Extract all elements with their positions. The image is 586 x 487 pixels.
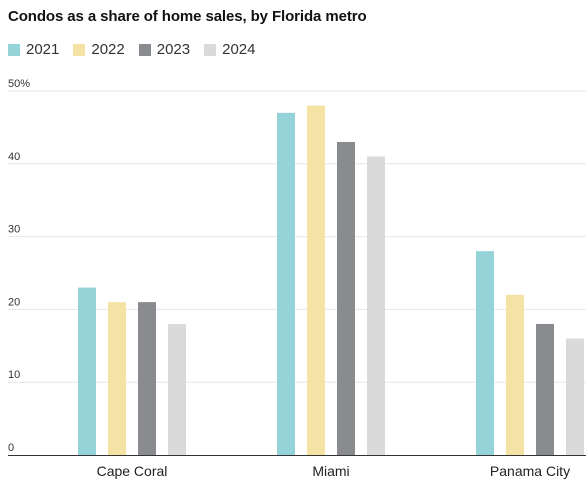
legend-item-2022: 2022 [73, 41, 125, 58]
bar-miami-2024 [367, 156, 385, 455]
legend-swatch-2022 [73, 43, 86, 56]
bar-cape-coral-2024 [168, 323, 186, 455]
y-tick-label-20: 20 [8, 296, 20, 308]
y-tick-label-10: 10 [8, 369, 20, 381]
legend-item-2021: 2021 [8, 41, 59, 58]
y-tick-label-50: 50% [8, 78, 30, 90]
legend-swatch-2024 [204, 43, 217, 56]
legend-label-2023: 2023 [156, 41, 191, 58]
legend-item-2023: 2023 [138, 41, 191, 58]
x-category-label-cape-coral: Cape Coral [97, 463, 168, 479]
legend-swatch-2023 [138, 43, 151, 56]
bar-cape-coral-2021 [78, 287, 96, 455]
chart-title: Condos as a share of home sales, by Flor… [8, 8, 367, 25]
y-tick-label-0: 0 [8, 442, 14, 454]
y-tick-label-40: 40 [8, 151, 20, 163]
legend-label-2024: 2024 [222, 41, 256, 58]
bar-miami-2022 [307, 105, 325, 455]
bar-panama-city-2024 [566, 338, 584, 455]
legend-swatch-2021 [8, 43, 20, 56]
legend-label-2022: 2022 [91, 41, 125, 58]
bar-cape-coral-2022 [108, 302, 126, 455]
y-tick-label-30: 30 [8, 224, 20, 236]
legend-item-2024: 2024 [204, 41, 256, 58]
bar-panama-city-2023 [536, 323, 554, 455]
legend-label-2021: 2021 [26, 41, 60, 58]
bar-panama-city-2021 [476, 251, 494, 455]
legend: 2021 2022 2023 2024 [8, 41, 270, 58]
x-category-label-panama-city: Panama City [490, 463, 570, 479]
bar-cape-coral-2023 [138, 302, 156, 455]
x-category-label-miami: Miami [312, 463, 349, 479]
bar-miami-2023 [337, 141, 355, 455]
bar-panama-city-2022 [506, 294, 524, 455]
bar-miami-2021 [277, 112, 295, 455]
